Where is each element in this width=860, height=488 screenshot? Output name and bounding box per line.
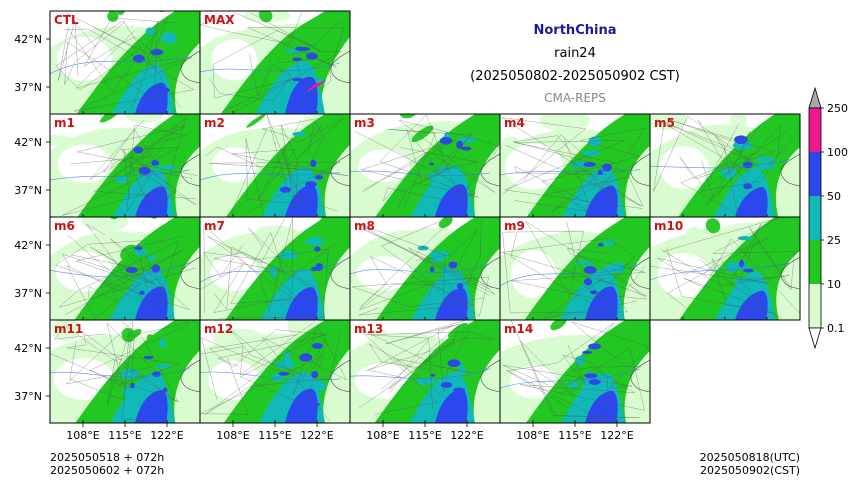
- longitude-tick-label: 108°E: [66, 429, 99, 442]
- region-title: NorthChina: [534, 23, 617, 38]
- panel-label: CTL: [54, 13, 79, 27]
- panel-label: MAX: [204, 13, 235, 27]
- map-panel: m12: [199, 319, 351, 424]
- map-panel: m9: [499, 216, 651, 321]
- variable-title: rain24: [554, 46, 596, 61]
- longitude-tick-label: 115°E: [558, 429, 591, 442]
- latitude-tick-label: 42°N: [14, 239, 42, 252]
- longitude-tick-label: 122°E: [150, 429, 183, 442]
- latitude-tick-label: 37°N: [14, 390, 42, 403]
- init-time-cst: 2025050602 + 072h: [50, 464, 164, 477]
- map-panel: m2: [199, 113, 351, 218]
- longitude-tick-label: 108°E: [216, 429, 249, 442]
- colorbar-tick-label: 50: [827, 190, 841, 203]
- panel-label: m11: [54, 322, 83, 336]
- map-panel: m10: [649, 216, 801, 321]
- map-panel: CTL: [49, 10, 201, 115]
- colorbar-tick-label: 0.1: [827, 322, 845, 335]
- longitude-tick-label: 115°E: [108, 429, 141, 442]
- source-title: CMA-REPS: [544, 91, 606, 105]
- map-panel: m8: [349, 216, 501, 321]
- latitude-tick-label: 37°N: [14, 81, 42, 94]
- longitude-tick-label: 115°E: [408, 429, 441, 442]
- latitude-tick-label: 37°N: [14, 184, 42, 197]
- latitude-tick-label: 42°N: [14, 136, 42, 149]
- map-panel: m5: [649, 113, 801, 218]
- colorbar-segment: [809, 108, 821, 152]
- init-time-utc: 2025050518 + 072h: [50, 451, 164, 464]
- panel-label: m1: [54, 116, 75, 130]
- colorbar-segment: [809, 152, 821, 196]
- panel-label: m7: [204, 219, 225, 233]
- latitude-axis: 42°N 37°N 42°N 37°N 42°N 37°N 42°N 37°N: [14, 33, 50, 403]
- colorbar-extend-min: [808, 327, 822, 350]
- panel-label: m6: [54, 219, 75, 233]
- map-panel: m7: [199, 216, 351, 321]
- colorbar-segment: [809, 284, 821, 328]
- panel-label: m12: [204, 322, 233, 336]
- panel-grid: CTL MAX m1 m2 m3 m4 m5 m6 m7 m8 m9 m10 m11 m12 m13 m14: [49, 10, 801, 424]
- footer: 2025050518 + 072h 2025050602 + 072h 2025…: [50, 451, 800, 477]
- colorbar-tick-label: 250: [827, 102, 848, 115]
- panel-label: m5: [654, 116, 675, 130]
- title-block: NorthChina rain24 (2025050802-2025050902…: [470, 23, 680, 105]
- map-panel: m11: [49, 319, 201, 424]
- map-panel: m1: [49, 113, 201, 218]
- panel-label: m14: [504, 322, 533, 336]
- map-panel: MAX: [199, 10, 351, 115]
- period-title: (2025050802-2025050902 CST): [470, 69, 680, 84]
- longitude-tick-label: 122°E: [450, 429, 483, 442]
- latitude-tick-label: 42°N: [14, 33, 42, 46]
- longitude-tick-label: 108°E: [516, 429, 549, 442]
- longitude-tick-label: 122°E: [600, 429, 633, 442]
- longitude-tick-label: 115°E: [258, 429, 291, 442]
- latitude-tick-label: 42°N: [14, 342, 42, 355]
- panel-label: m8: [354, 219, 375, 233]
- map-panel: m14: [499, 319, 651, 424]
- latitude-tick-label: 37°N: [14, 287, 42, 300]
- colorbar: 0.1 10 25 50 100 250: [808, 86, 848, 350]
- longitude-tick-label: 108°E: [366, 429, 399, 442]
- panel-label: m2: [204, 116, 225, 130]
- map-panel: m4: [499, 113, 651, 218]
- map-panel: m3: [349, 113, 501, 218]
- colorbar-segment: [809, 196, 821, 240]
- panel-label: m4: [504, 116, 525, 130]
- panel-label: m9: [504, 219, 525, 233]
- colorbar-segment: [809, 240, 821, 284]
- colorbar-tick-label: 10: [827, 278, 841, 291]
- map-panel: m6: [49, 216, 201, 321]
- longitude-tick-label: 122°E: [300, 429, 333, 442]
- colorbar-tick-label: 100: [827, 146, 848, 159]
- valid-time-cst: 2025050902(CST): [700, 464, 800, 477]
- panel-label: m13: [354, 322, 383, 336]
- valid-time-utc: 2025050818(UTC): [700, 451, 800, 464]
- panel-label: m3: [354, 116, 375, 130]
- panel-label: m10: [654, 219, 683, 233]
- longitude-axis: 108°E 115°E 122°E 108°E 115°E 122°E 108°E 115°E…: [66, 423, 634, 442]
- colorbar-tick-label: 25: [827, 234, 841, 247]
- map-panel: m13: [349, 319, 501, 424]
- colorbar-extend-max: [808, 86, 822, 109]
